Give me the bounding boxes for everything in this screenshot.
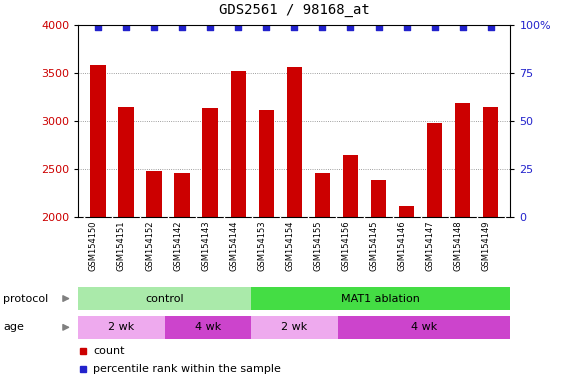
Text: GDS2561 / 98168_at: GDS2561 / 98168_at <box>219 3 369 17</box>
Point <box>150 24 159 30</box>
Text: 4 wk: 4 wk <box>411 322 437 333</box>
Text: count: count <box>93 346 125 356</box>
Point <box>289 24 299 30</box>
Point <box>430 24 439 30</box>
Bar <box>455 103 470 217</box>
Bar <box>78 287 251 310</box>
Text: GSM154143: GSM154143 <box>201 220 210 271</box>
Bar <box>118 107 134 217</box>
Text: protocol: protocol <box>3 293 48 304</box>
Bar <box>146 171 162 217</box>
Text: GSM154149: GSM154149 <box>482 220 491 271</box>
Text: GSM154146: GSM154146 <box>397 220 407 271</box>
Bar <box>315 173 330 217</box>
Text: 2 wk: 2 wk <box>281 322 307 333</box>
Text: GSM154148: GSM154148 <box>454 220 463 271</box>
Point <box>346 24 355 30</box>
Text: percentile rank within the sample: percentile rank within the sample <box>93 364 281 374</box>
Point <box>458 24 467 30</box>
Text: GSM154154: GSM154154 <box>285 220 295 271</box>
Point <box>177 24 187 30</box>
Text: GSM154142: GSM154142 <box>173 220 182 271</box>
Bar <box>427 123 443 217</box>
Text: GSM154150: GSM154150 <box>89 220 98 271</box>
Point <box>262 24 271 30</box>
Bar <box>287 67 302 217</box>
Bar <box>338 316 510 339</box>
Bar <box>90 65 106 217</box>
Bar <box>259 111 274 217</box>
Bar <box>399 207 414 217</box>
Text: GSM154144: GSM154144 <box>229 220 238 271</box>
Text: MAT1 ablation: MAT1 ablation <box>342 293 420 304</box>
Point <box>93 24 103 30</box>
Bar <box>230 71 246 217</box>
Point <box>121 24 130 30</box>
Text: GSM154155: GSM154155 <box>313 220 322 271</box>
Text: GSM154153: GSM154153 <box>258 220 266 271</box>
Point <box>234 24 243 30</box>
Bar <box>78 316 165 339</box>
Text: GSM154145: GSM154145 <box>369 220 379 271</box>
Point <box>318 24 327 30</box>
Bar <box>202 109 218 217</box>
Text: GSM154151: GSM154151 <box>117 220 126 271</box>
Text: age: age <box>3 322 24 333</box>
Bar <box>251 287 510 310</box>
Bar <box>175 173 190 217</box>
Point <box>402 24 411 30</box>
Bar <box>483 107 498 217</box>
Bar <box>343 155 358 217</box>
Point <box>486 24 495 30</box>
Bar <box>165 316 251 339</box>
Point <box>205 24 215 30</box>
Text: 2 wk: 2 wk <box>108 322 135 333</box>
Bar <box>371 180 386 217</box>
Bar <box>251 316 338 339</box>
Text: GSM154156: GSM154156 <box>342 220 350 271</box>
Text: 4 wk: 4 wk <box>195 322 221 333</box>
Text: GSM154147: GSM154147 <box>426 220 434 271</box>
Text: GSM154152: GSM154152 <box>145 220 154 271</box>
Text: control: control <box>146 293 184 304</box>
Point <box>374 24 383 30</box>
